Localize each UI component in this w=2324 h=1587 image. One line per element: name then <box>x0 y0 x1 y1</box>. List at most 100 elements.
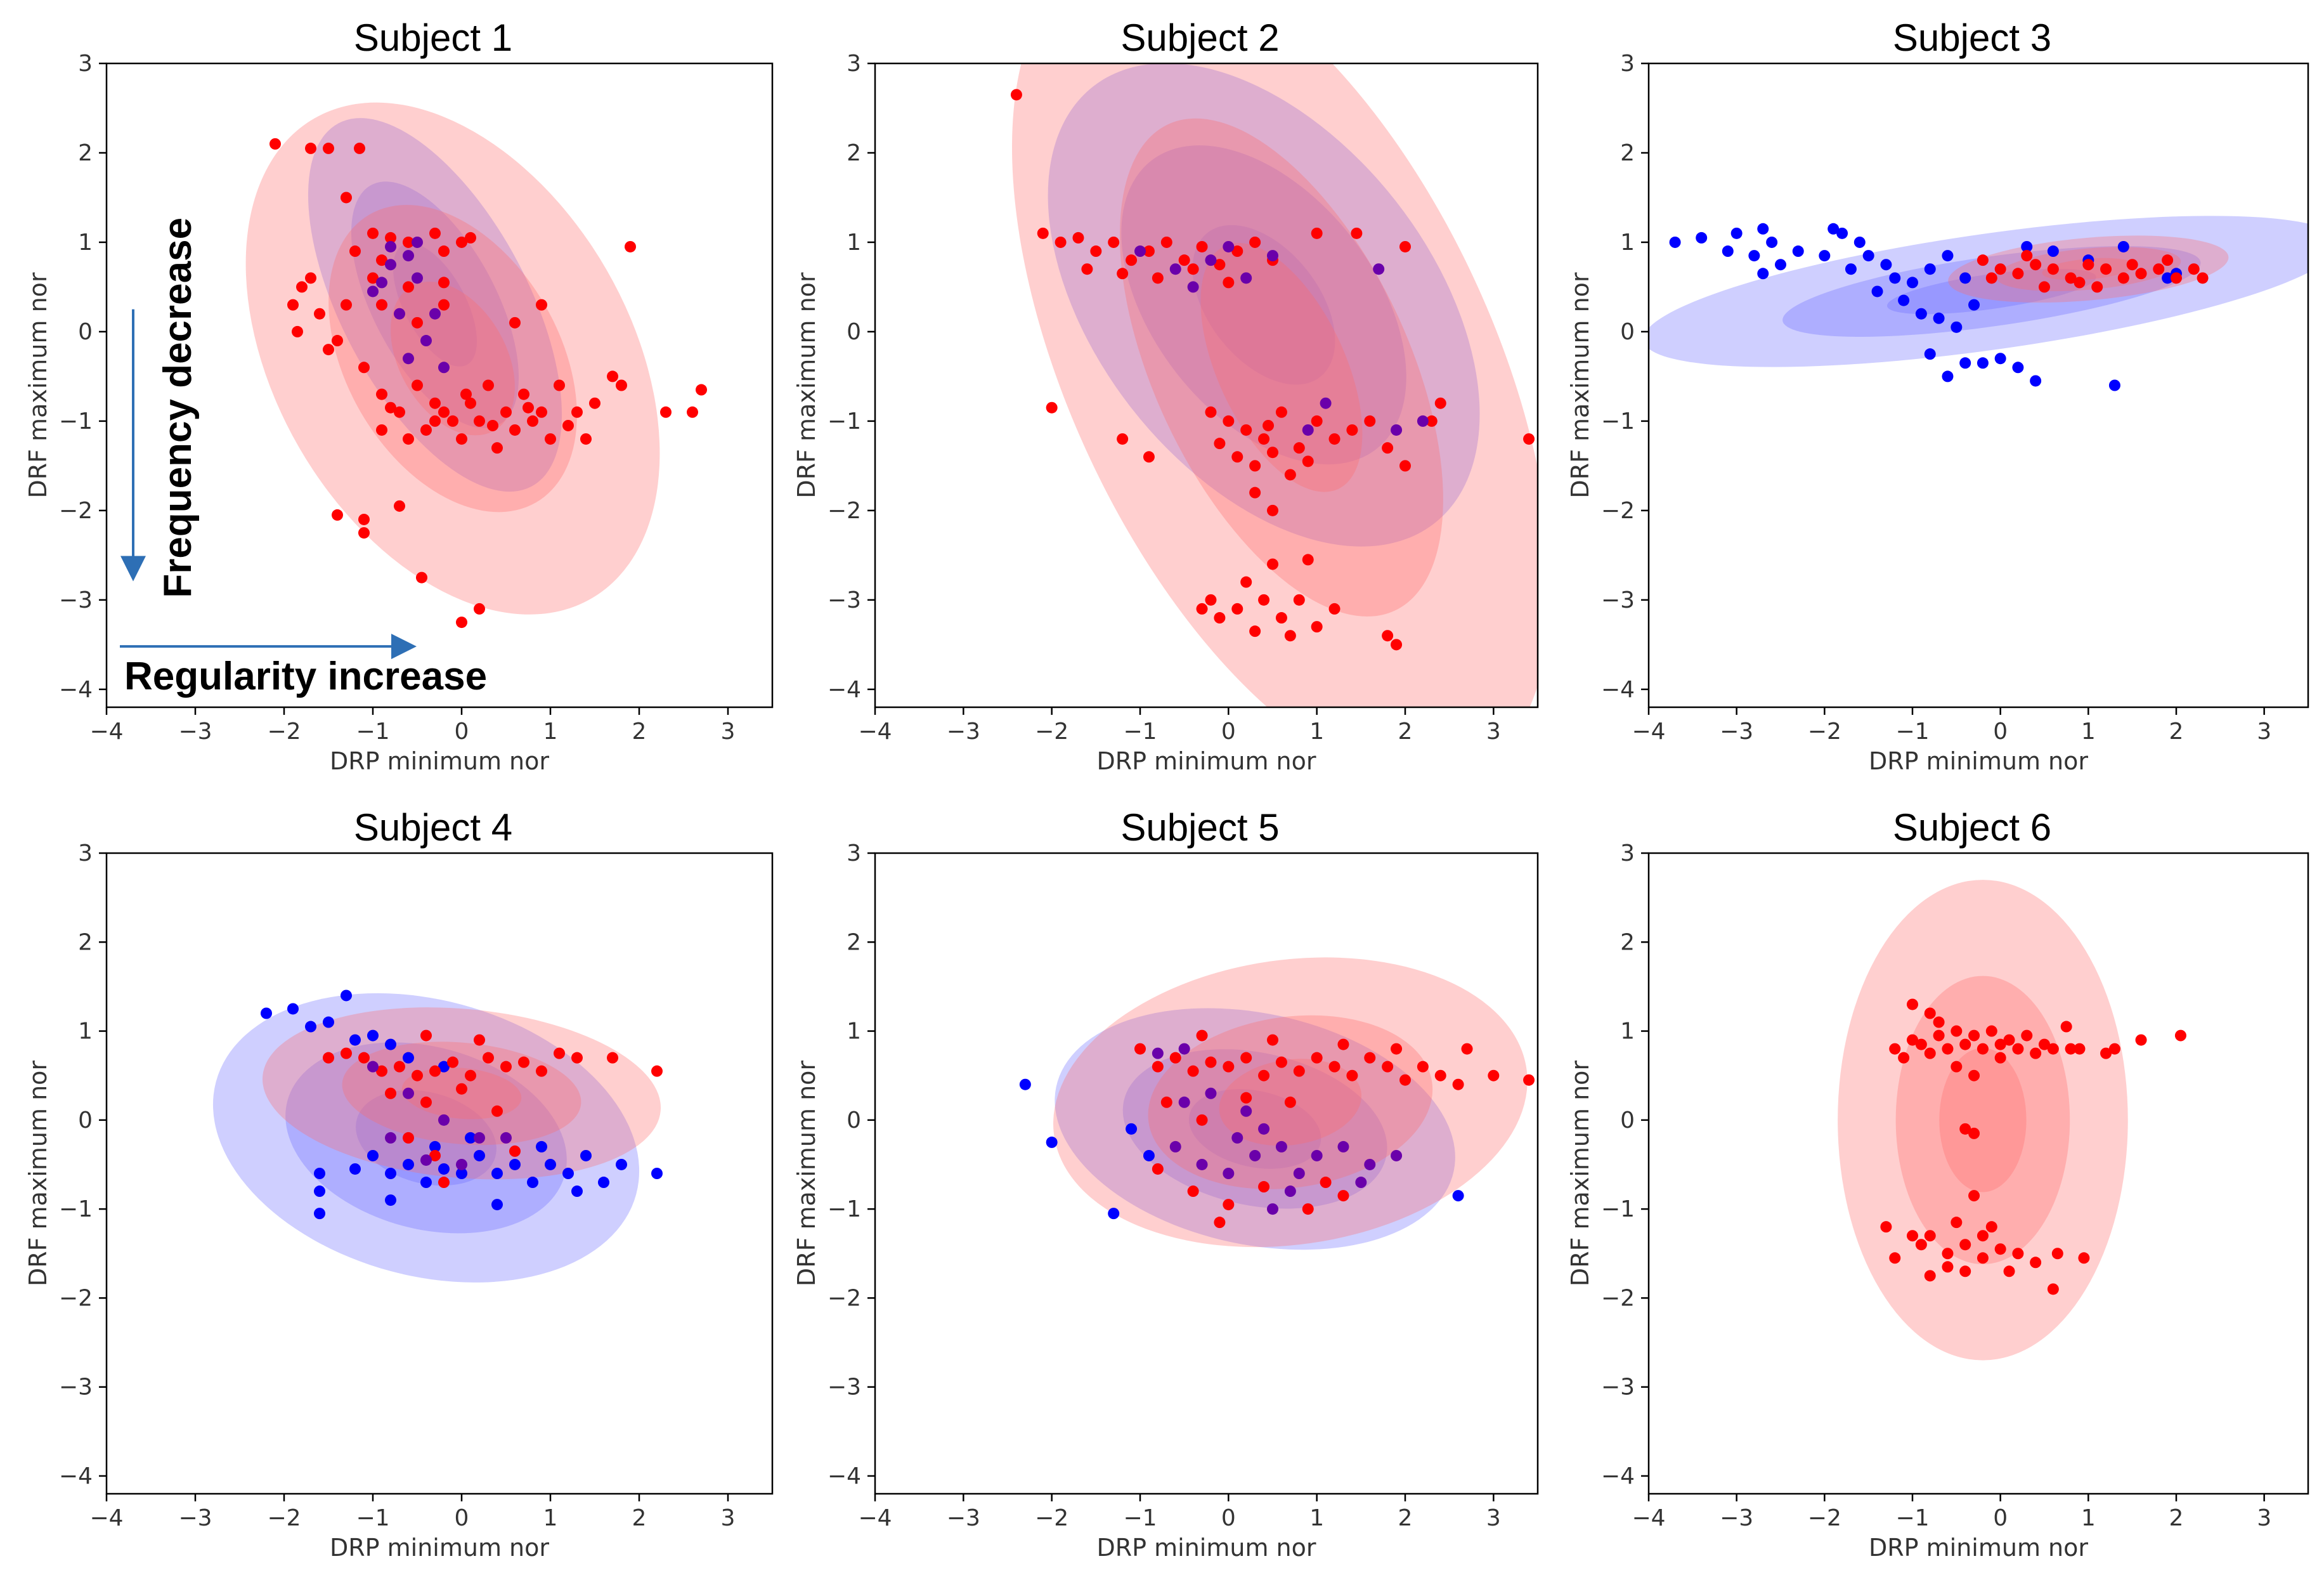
red-point <box>2012 1043 2024 1055</box>
y-tick-label: 3 <box>1620 51 1635 77</box>
red-point <box>332 335 343 347</box>
red-point <box>1977 1252 1989 1264</box>
red-point <box>465 397 476 409</box>
blue-point <box>349 1163 361 1175</box>
red-point <box>1959 1265 1971 1277</box>
red-point <box>1461 1043 1473 1055</box>
regularity-increase-label: Regularity increase <box>124 655 487 698</box>
red-point <box>1178 254 1190 266</box>
blue-point <box>394 308 405 320</box>
red-point <box>1907 998 1918 1010</box>
plot-frame <box>105 852 774 1495</box>
red-point <box>1985 1025 1997 1037</box>
red-point <box>2078 1252 2090 1264</box>
red-point <box>358 527 370 539</box>
red-point <box>367 227 379 239</box>
x-tick-label: 0 <box>455 719 469 745</box>
red-point <box>554 1047 565 1059</box>
red-point <box>460 388 472 400</box>
red-point <box>1275 612 1287 624</box>
blue-point <box>1696 232 1708 244</box>
red-point <box>1417 1061 1429 1073</box>
blue-ellipse <box>285 1042 567 1234</box>
red-point <box>1090 245 1102 258</box>
red-point <box>1302 554 1314 566</box>
blue-point <box>385 1038 396 1050</box>
red-point <box>1311 621 1323 633</box>
red-point <box>1196 603 1208 615</box>
blue-point <box>1871 285 1883 297</box>
blue-point <box>491 1168 503 1179</box>
red-point <box>545 433 556 445</box>
red-point <box>580 433 592 445</box>
red-point <box>1364 415 1376 427</box>
red-point <box>1214 438 1226 450</box>
red-point <box>2047 1283 2059 1295</box>
red-point <box>1977 1043 1989 1055</box>
red-point <box>1977 254 1989 266</box>
red-point <box>1364 1052 1376 1064</box>
blue-point <box>1942 370 1954 382</box>
y-tick-label: −3 <box>828 1375 861 1401</box>
red-point <box>2126 259 2138 271</box>
blue-point <box>314 1208 325 1220</box>
red-point <box>323 1052 334 1064</box>
y-tick-label: 3 <box>78 840 93 866</box>
mixed-point <box>1311 1149 1323 1161</box>
blue-point <box>1766 236 1778 248</box>
x-tick-label: 2 <box>2169 1505 2184 1531</box>
plot-area <box>1019 957 1535 1250</box>
red-point <box>1267 558 1278 570</box>
x-tick-label: −1 <box>356 719 389 745</box>
y-tick-label: −2 <box>59 1285 93 1311</box>
mixed-point <box>1205 1087 1217 1099</box>
blue-point <box>349 1034 361 1046</box>
red-point <box>2135 268 2147 280</box>
red-point <box>2197 272 2209 284</box>
x-tick-label: −2 <box>267 719 301 745</box>
red-point <box>536 406 547 418</box>
y-tick-label: −4 <box>1601 1463 1635 1489</box>
red-point <box>1126 254 1138 266</box>
red-point <box>429 1065 441 1077</box>
subplot-title: Subject 2 <box>1120 16 1279 59</box>
red-point <box>2153 263 2165 275</box>
red-point <box>1258 1069 1270 1081</box>
y-tick-label: −1 <box>1601 1196 1635 1222</box>
red-point <box>616 379 627 391</box>
blue-point <box>287 1003 299 1015</box>
red-point <box>1346 424 1358 436</box>
blue-point <box>1373 263 1385 275</box>
y-tick-label: 3 <box>847 840 861 866</box>
blue-point <box>2047 245 2059 258</box>
red-point <box>1985 1221 1997 1233</box>
blue-point <box>616 1158 627 1170</box>
red-point <box>1231 603 1243 615</box>
x-tick-label: −4 <box>858 719 892 745</box>
y-tick-label: 2 <box>1620 929 1635 955</box>
mixed-point <box>1152 1047 1164 1059</box>
red-point <box>385 402 396 414</box>
blue-point <box>305 1021 316 1033</box>
x-tick-label: 2 <box>1398 1505 1413 1531</box>
red-point <box>1382 442 1394 454</box>
blue-point <box>598 1177 609 1189</box>
red-point <box>1399 240 1411 252</box>
red-point <box>571 406 583 418</box>
blue-point <box>536 1140 547 1153</box>
mixed-point <box>1267 1203 1278 1215</box>
y-tick-label: 0 <box>1620 1107 1635 1133</box>
blue-point <box>2012 362 2024 374</box>
blue-point <box>412 272 423 284</box>
red-point <box>523 402 534 414</box>
blue-point <box>1775 259 1786 271</box>
red-point <box>438 406 450 418</box>
red-point <box>1968 1190 1980 1202</box>
red-point <box>1951 1061 1963 1073</box>
blue-point <box>1827 223 1840 235</box>
red-point <box>376 424 387 436</box>
y-tick-label: 1 <box>847 230 861 256</box>
red-point <box>456 236 467 248</box>
blue-point <box>1819 250 1831 262</box>
y-tick-label: 1 <box>78 1019 93 1045</box>
